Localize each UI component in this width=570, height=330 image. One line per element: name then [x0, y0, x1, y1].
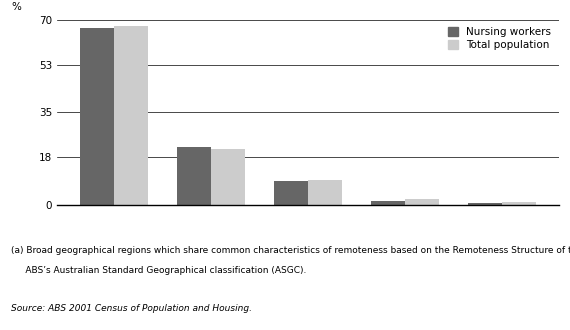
Text: %: %: [12, 2, 22, 13]
Bar: [274, 181, 308, 205]
Bar: [211, 149, 245, 205]
Text: (a) Broad geographical regions which share common characteristics of remoteness : (a) Broad geographical regions which sha…: [11, 246, 570, 255]
Bar: [468, 203, 502, 205]
Text: Source: ABS 2001 Census of Population and Housing.: Source: ABS 2001 Census of Population an…: [11, 304, 253, 313]
Bar: [114, 26, 148, 205]
Bar: [177, 147, 211, 205]
Text: ABS’s Australian Standard Geographical classification (ASGC).: ABS’s Australian Standard Geographical c…: [11, 266, 307, 275]
Legend: Nursing workers, Total population: Nursing workers, Total population: [446, 25, 553, 52]
Bar: [502, 202, 536, 205]
Bar: [371, 201, 405, 205]
Bar: [80, 28, 114, 205]
Bar: [308, 180, 342, 205]
Bar: [405, 199, 439, 205]
